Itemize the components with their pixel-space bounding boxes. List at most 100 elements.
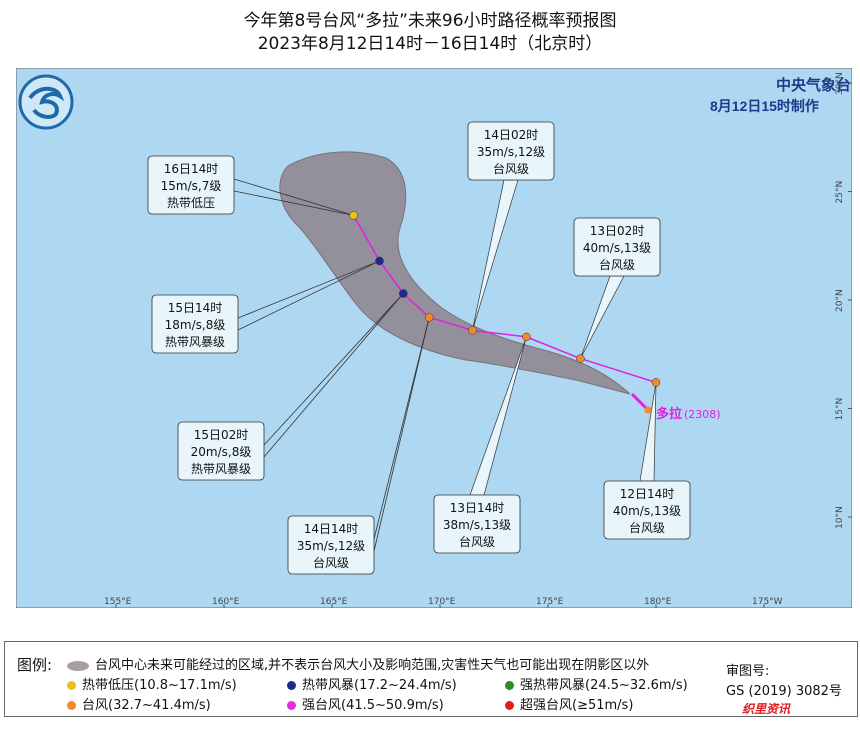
forecast-point-marker: [375, 256, 384, 266]
forecast-point-marker: [399, 289, 408, 298]
forecast-point-marker: [349, 211, 358, 220]
legend-item-label: 强热带风暴(24.5~32.6m/s): [520, 678, 688, 693]
red-dot-icon: [505, 701, 514, 710]
forecast-level: 台风级: [493, 161, 529, 176]
label-leader: [237, 260, 380, 331]
lon-tick-label: 165°E: [320, 597, 348, 607]
forecast-wind: 18m/s,8级: [165, 318, 226, 332]
forecast-point-marker: [468, 326, 477, 335]
approval-number: 审图号: GS (2019) 3082号: [726, 662, 842, 702]
legend-item: 强台风(41.5~50.9m/s): [287, 694, 444, 713]
forecast-time: 14日14时: [304, 522, 359, 536]
legend-panel: 图例: 台风中心未来可能经过的区域,并不表示台风大小及影响范围,灾害性天气也可能…: [4, 641, 858, 717]
lon-tick-label: 175°W: [752, 597, 783, 607]
legend-item: 热带低压(10.8~17.1m/s): [67, 674, 237, 693]
lon-tick-label: 180°E: [644, 597, 672, 607]
forecast-level: 台风级: [599, 257, 635, 272]
lon-tick-label: 170°E: [428, 597, 456, 607]
issuer-time: 8月12日15时制作: [710, 98, 819, 114]
approval-code: GS (2019) 3082号: [726, 684, 842, 699]
watermark-logo: 织里资讯: [742, 702, 791, 716]
label-leader: [263, 293, 404, 458]
legend-item: 台风(32.7~41.4m/s): [67, 694, 211, 713]
typhoon-track-map: 155°E 160°E 165°E 170°E 175°E 180°E 175°W 30°N 2…: [16, 68, 852, 608]
lon-tick-label: 175°E: [536, 597, 564, 607]
legend-item-label: 热带低压(10.8~17.1m/s): [82, 678, 237, 693]
map-subtitle: 2023年8月12日14时－16日14时（北京时）: [257, 34, 603, 54]
lat-lon-grid: 155°E 160°E 165°E 170°E 175°E 180°E 175°W 30°N 2…: [104, 72, 852, 608]
forecast-time: 15日14时: [168, 301, 223, 315]
forecast-labels: 12日14时40m/s,13级台风级13日02时40m/s,13级台风级13日1…: [147, 121, 691, 575]
forecast-level: 台风级: [629, 520, 665, 535]
label-leader: [373, 317, 430, 540]
label-leader: [373, 317, 430, 552]
forecast-level: 热带风暴级: [191, 462, 251, 476]
forecast-point-marker: [576, 354, 585, 363]
lon-tick-label: 160°E: [212, 597, 240, 607]
forecast-wind: 35m/s,12级: [477, 145, 545, 159]
label-leader: [263, 293, 404, 446]
forecast-point-marker: [424, 313, 434, 322]
storm-name: 多拉: [656, 406, 682, 422]
past-track-line: [630, 392, 650, 412]
cma-logo: [18, 74, 74, 130]
orange-dot-icon: [67, 701, 76, 710]
forecast-level: 热带低压: [167, 196, 215, 210]
yellow-dot-icon: [67, 681, 76, 690]
cone-swatch-icon: [67, 660, 89, 671]
lat-tick-label: 25°N: [835, 181, 845, 204]
legend-item-label: 热带风暴(17.2~24.4m/s): [302, 678, 457, 693]
green-dot-icon: [505, 681, 514, 690]
forecast-level: 台风级: [313, 555, 349, 570]
forecast-time: 14日02时: [484, 128, 539, 142]
current-position-marker: [644, 406, 652, 414]
legend-item-label: 超强台风(≥51m/s): [520, 698, 634, 713]
forecast-wind: 15m/s,7级: [161, 179, 222, 193]
forecast-points: [349, 211, 661, 387]
forecast-track-line: [352, 214, 657, 384]
forecast-point-marker: [651, 378, 661, 387]
issuer-agency: 中央气象台: [776, 76, 851, 94]
legend-item: 超强台风(≥51m/s): [505, 694, 633, 713]
blue-dot-icon: [287, 681, 296, 690]
approval-label: 审图号:: [726, 664, 770, 679]
label-leader: [233, 178, 354, 216]
forecast-wind: 40m/s,13级: [613, 504, 681, 518]
forecast-time: 15日02时: [194, 428, 249, 442]
forecast-time: 13日14时: [450, 501, 505, 515]
label-leader: [237, 260, 380, 319]
legend-item: 热带风暴(17.2~24.4m/s): [287, 674, 457, 693]
storm-code: (2308): [684, 408, 721, 421]
forecast-level: 台风级: [459, 534, 495, 549]
forecast-time: 16日14时: [164, 162, 219, 176]
lat-tick-label: 30°N: [835, 72, 845, 95]
legend-item-label: 强台风(41.5~50.9m/s): [302, 698, 444, 713]
lat-tick-label: 15°N: [835, 398, 845, 421]
lat-tick-label: 10°N: [835, 506, 845, 529]
lat-tick-label: 20°N: [835, 289, 845, 312]
label-leader: [233, 190, 354, 216]
legend-item: 强热带风暴(24.5~32.6m/s): [505, 674, 688, 693]
forecast-wind: 35m/s,12级: [297, 539, 365, 553]
forecast-wind: 40m/s,13级: [583, 241, 651, 255]
forecast-time: 13日02时: [590, 224, 645, 238]
legend-cone-text: 台风中心未来可能经过的区域,并不表示台风大小及影响范围,灾害性天气也可能出现在阴…: [95, 658, 650, 673]
forecast-wind: 38m/s,13级: [443, 518, 511, 532]
forecast-time: 12日14时: [620, 487, 675, 501]
map-title: 今年第8号台风“多拉”未来96小时路径概率预报图: [243, 11, 617, 31]
legend-cone: 台风中心未来可能经过的区域,并不表示台风大小及影响范围,灾害性天气也可能出现在阴…: [67, 654, 649, 673]
magenta-dot-icon: [287, 701, 296, 710]
forecast-wind: 20m/s,8级: [191, 445, 252, 459]
lon-tick-label: 155°E: [104, 597, 132, 607]
legend-item-label: 台风(32.7~41.4m/s): [82, 698, 211, 713]
forecast-point-marker: [522, 332, 531, 342]
legend-title: 图例:: [17, 656, 53, 674]
